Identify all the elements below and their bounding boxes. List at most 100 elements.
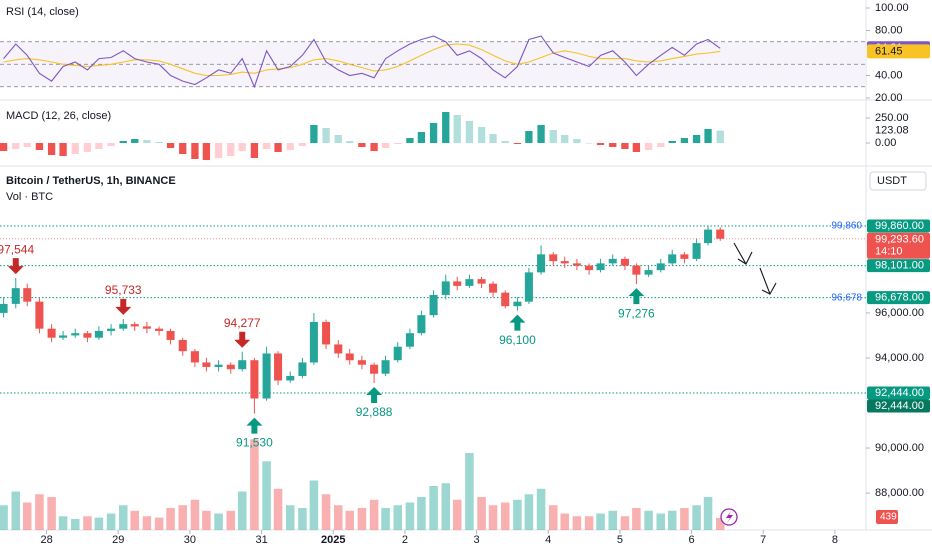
macd-bar bbox=[334, 135, 342, 143]
x-tick-label: 30 bbox=[184, 534, 196, 546]
macd-bar bbox=[442, 112, 450, 143]
macd-bar bbox=[465, 121, 474, 143]
annotation-label: 91,530 bbox=[236, 436, 273, 450]
macd-bar bbox=[274, 143, 282, 152]
candle-body bbox=[274, 353, 283, 381]
volume-bar bbox=[584, 516, 594, 530]
candle-body bbox=[130, 324, 139, 327]
candle-body bbox=[142, 326, 151, 329]
candle-body bbox=[322, 321, 331, 345]
volume-title: Vol · BTC bbox=[6, 191, 53, 203]
volume-bar bbox=[70, 519, 80, 530]
volume-bar bbox=[35, 494, 44, 530]
volume-bar bbox=[178, 505, 188, 530]
volume-bar bbox=[298, 508, 307, 530]
macd-bar bbox=[286, 143, 294, 150]
candle-body bbox=[370, 364, 379, 374]
volume-bar bbox=[333, 505, 343, 530]
candle-body bbox=[453, 281, 462, 286]
candle-body bbox=[94, 330, 103, 338]
macd-bar bbox=[155, 142, 163, 143]
candle-body bbox=[477, 279, 486, 284]
volume-bar bbox=[94, 517, 104, 530]
volume-bar bbox=[237, 491, 247, 530]
volume-badge: 439 bbox=[880, 512, 897, 523]
volume-bar bbox=[632, 508, 641, 530]
candle-body bbox=[309, 321, 318, 363]
macd-bar bbox=[179, 143, 187, 154]
annotation-label: 97,276 bbox=[618, 306, 655, 320]
candle-body bbox=[560, 261, 569, 264]
macd-bar bbox=[585, 143, 593, 144]
rsi-ma-badge: 61.45 bbox=[875, 45, 903, 57]
volume-bar bbox=[0, 505, 8, 530]
macd-bar bbox=[704, 129, 712, 143]
candle-body bbox=[572, 263, 581, 266]
volume-bar bbox=[560, 513, 569, 530]
candle-body bbox=[501, 292, 510, 307]
macd-bar bbox=[250, 143, 259, 158]
macd-bar bbox=[477, 127, 486, 143]
currency-label[interactable]: USDT bbox=[877, 175, 907, 187]
candle-body bbox=[262, 353, 271, 399]
volume-bar bbox=[572, 516, 582, 530]
x-tick-label: 3 bbox=[474, 534, 480, 546]
macd-bar bbox=[549, 130, 557, 143]
macd-bar bbox=[596, 143, 605, 145]
price-line-tag: 99,860 bbox=[831, 221, 862, 232]
rsi-title: RSI (14, close) bbox=[6, 6, 79, 18]
macd-bar bbox=[202, 143, 211, 160]
macd-title: MACD (12, 26, close) bbox=[6, 110, 111, 122]
price-line-tag: 96,678 bbox=[831, 292, 862, 303]
annotation-label: 97,544 bbox=[0, 242, 34, 256]
macd-value-badge-bg bbox=[867, 123, 930, 138]
volume-bar bbox=[11, 491, 21, 530]
price-line-badge: 98,101.00 bbox=[875, 260, 924, 272]
price-tick-label: 94,000.00 bbox=[875, 352, 924, 364]
candle-body bbox=[656, 263, 665, 271]
volume-bar bbox=[166, 508, 175, 530]
candle-body bbox=[214, 364, 223, 367]
annotation-label: 92,888 bbox=[356, 405, 393, 419]
volume-badge-bg bbox=[876, 510, 898, 524]
volume-bar bbox=[345, 510, 354, 530]
price-tick-label: 96,000.00 bbox=[875, 307, 924, 319]
candle-body bbox=[585, 265, 594, 271]
volume-bar bbox=[596, 513, 605, 530]
price-line-badge-bg bbox=[867, 386, 930, 400]
rsi-tick-label: 100.00 bbox=[875, 2, 909, 14]
candle-body bbox=[83, 333, 92, 338]
rsi-band bbox=[0, 41, 865, 87]
macd-bar bbox=[59, 143, 67, 156]
candle-body bbox=[250, 360, 259, 399]
rsi-ma-line bbox=[3, 43, 721, 77]
annotation-label: 94,277 bbox=[224, 316, 261, 330]
macd-bar bbox=[668, 141, 676, 143]
rsi-line bbox=[3, 35, 721, 89]
volume-bar bbox=[608, 510, 618, 530]
macd-bar bbox=[621, 143, 629, 149]
volume-bar bbox=[667, 510, 677, 530]
volume-bar bbox=[119, 505, 128, 530]
macd-bar bbox=[119, 141, 127, 143]
currency-box[interactable] bbox=[869, 171, 927, 191]
candle-body bbox=[704, 229, 713, 244]
macd-bar bbox=[692, 135, 701, 143]
candle-body bbox=[238, 360, 247, 370]
volume-bar bbox=[285, 505, 295, 530]
volume-bar bbox=[452, 499, 462, 530]
volume-bar bbox=[22, 502, 32, 530]
price-line-badge: 92,444.00 bbox=[875, 387, 924, 399]
candle-body bbox=[405, 333, 414, 347]
candle-body bbox=[644, 270, 653, 275]
volume-bar bbox=[309, 480, 319, 530]
macd-bar bbox=[525, 131, 533, 143]
volume-bar bbox=[405, 502, 415, 530]
volume-bar bbox=[47, 497, 56, 530]
volume-bar bbox=[393, 505, 403, 530]
macd-bar bbox=[716, 130, 724, 143]
annotation-arrow bbox=[628, 288, 645, 305]
macd-bar bbox=[609, 143, 617, 147]
macd-bar bbox=[262, 143, 271, 149]
